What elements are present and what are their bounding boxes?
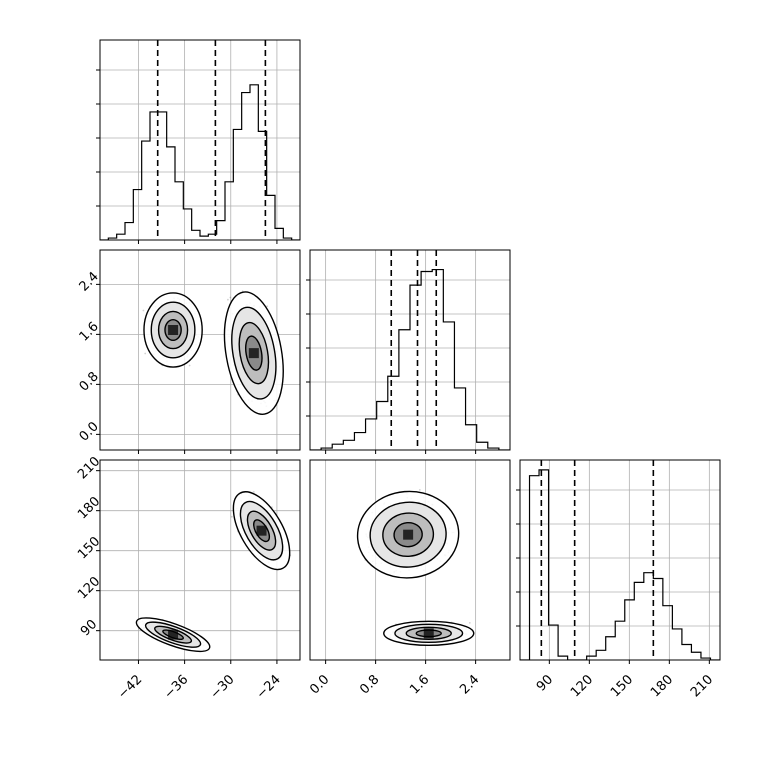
x-tick-label: −24: [254, 672, 284, 702]
scatter-point: [252, 491, 255, 493]
scatter-point: [468, 622, 471, 624]
y-tick-label: 0.0: [77, 419, 102, 444]
y-tick-label: 180: [75, 494, 103, 522]
histogram-step: [100, 84, 300, 240]
axes-frame: [309, 249, 511, 451]
density-peak: [403, 529, 414, 540]
density-peak: [168, 629, 179, 640]
scatter-point: [266, 305, 269, 308]
density-peak: [248, 348, 259, 359]
scatter-point: [230, 515, 233, 518]
histogram-step: [520, 469, 720, 660]
x-tick-label: 180: [648, 672, 676, 700]
scatter-panel-1-3: −42 −36 −30 −24 210 180 150 120 90: [75, 454, 301, 702]
y-tick-label: 210: [75, 454, 103, 482]
scatter-point: [142, 309, 145, 312]
axes-frame: [99, 249, 301, 451]
axes-frame: [99, 39, 301, 241]
scatter-point: [418, 489, 421, 491]
scatter-point: [144, 352, 147, 355]
x-tick-label: 2.4: [457, 672, 482, 697]
x-tick-label: 1.6: [407, 672, 432, 697]
axes-frame: [519, 459, 721, 661]
histogram-step: [310, 268, 510, 450]
scatter-point: [188, 364, 191, 367]
histogram-panel-1: [96, 39, 301, 244]
x-tick-label: 210: [688, 672, 716, 700]
y-tick-label: 0.8: [77, 369, 102, 394]
density-peak: [168, 325, 179, 335]
histogram-panel-3: 90 120 150 180 210: [516, 459, 721, 700]
scatter-point: [227, 298, 229, 301]
x-tick-label: −30: [208, 672, 238, 702]
x-tick-label: 150: [608, 672, 636, 700]
x-tick-label: 120: [568, 672, 596, 700]
scatter-panel-1-2: 2.4 1.6 0.8 0.0: [77, 249, 301, 454]
scatter-point: [229, 296, 232, 299]
y-tick-label: 90: [78, 617, 100, 639]
scatter-panel-2-3: 0.0 0.8 1.6 2.4: [307, 459, 511, 697]
y-tick-label: 120: [75, 574, 103, 602]
density-peak: [423, 628, 434, 639]
y-tick-label: 1.6: [77, 319, 102, 344]
x-tick-label: 0.8: [357, 672, 382, 697]
density-peak: [256, 525, 267, 536]
y-tick-label: 2.4: [77, 269, 102, 294]
y-tick-label: 150: [75, 534, 103, 562]
x-tick-label: −42: [115, 672, 145, 702]
axes-frame: [309, 459, 511, 661]
x-tick-label: −36: [161, 672, 191, 702]
axes-frame: [99, 459, 301, 661]
histogram-panel-2: [306, 249, 511, 454]
x-tick-label: 90: [534, 672, 556, 694]
x-tick-label: 0.0: [307, 672, 332, 697]
